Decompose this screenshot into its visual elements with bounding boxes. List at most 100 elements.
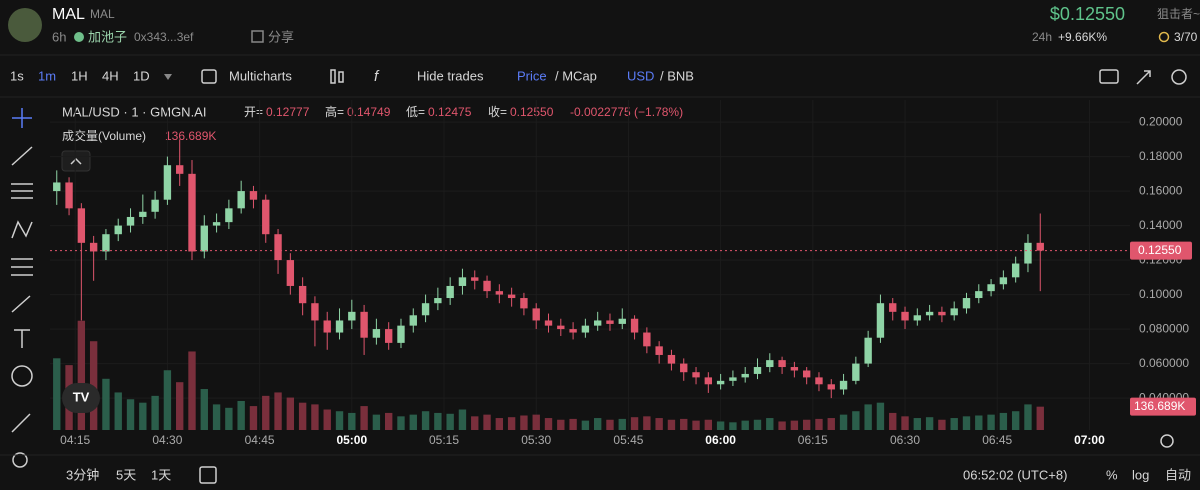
volume-bar [274, 392, 282, 430]
interval[interactable]: 1m [38, 68, 56, 83]
volume-label: 成交量(Volume) [62, 128, 146, 143]
projection[interactable] [11, 258, 33, 276]
candle-body [360, 311, 368, 338]
volume-bar [864, 404, 872, 430]
price-toggle[interactable]: Price [517, 68, 547, 83]
camera[interactable] [1099, 69, 1119, 84]
multicharts-icon [201, 69, 217, 84]
volume-bar [680, 418, 688, 430]
candle-body [372, 329, 381, 338]
address[interactable]: 0x343...3ef [134, 30, 194, 44]
candle-body [397, 325, 405, 343]
settings[interactable] [1171, 69, 1187, 85]
volume-bar [630, 417, 639, 430]
candle-body [348, 311, 356, 321]
zoom[interactable] [12, 452, 28, 468]
legend-low: 0.12475 [428, 105, 472, 119]
candle-body [975, 291, 983, 299]
volume-bar [827, 418, 835, 430]
bnb-toggle[interactable]: / BNB [660, 68, 694, 83]
multicharts[interactable]: Multicharts [229, 68, 292, 83]
y-tick-label: 0.18000 [1139, 149, 1183, 163]
percent[interactable]: % [1106, 467, 1118, 482]
candle-body [889, 303, 897, 312]
mcap-toggle[interactable]: / MCap [555, 68, 597, 83]
legend-close: 0.12550 [510, 105, 554, 119]
volume-bar [950, 418, 958, 430]
share[interactable]: 分享 [268, 29, 294, 44]
log[interactable]: log [1132, 467, 1149, 482]
range[interactable]: 1天 [151, 467, 171, 482]
candle-body [729, 377, 737, 381]
brush[interactable] [11, 295, 31, 313]
candle-body [102, 234, 110, 252]
snipers-label[interactable]: 狙击者~ [1157, 7, 1200, 21]
volume-bar [802, 419, 811, 430]
candle-body [618, 318, 626, 324]
volume-tag-label: 136.689K [1134, 399, 1185, 413]
candle-body [323, 320, 331, 333]
volume-tag [1130, 397, 1196, 416]
candle-body [274, 234, 282, 261]
candle-body [692, 372, 700, 378]
price-tag-label: 0.12550 [1138, 243, 1182, 257]
emoji[interactable] [11, 365, 33, 387]
x-tick-label: 06:15 [798, 433, 828, 447]
fib[interactable] [11, 183, 33, 199]
candle-body [753, 367, 762, 374]
candle-body [938, 311, 946, 316]
interval[interactable]: 4H [102, 68, 119, 83]
interval[interactable]: 1s [10, 68, 24, 83]
candle-body [532, 308, 540, 321]
candle-body [999, 277, 1008, 285]
age: 6h [52, 29, 66, 44]
range[interactable]: 3分钟 [66, 467, 99, 482]
date-range[interactable] [199, 466, 217, 484]
candle-body [815, 377, 823, 385]
candle-body [458, 277, 467, 286]
volume-bar [999, 412, 1008, 430]
symbol: MAL [52, 6, 85, 23]
range[interactable]: 5天 [116, 467, 136, 482]
usd-toggle[interactable]: USD [627, 68, 654, 83]
interval[interactable]: 1D [133, 68, 150, 83]
hide-trades[interactable]: Hide trades [417, 68, 484, 83]
share-icon [251, 30, 264, 43]
volume-bar [323, 409, 331, 430]
candle-body [77, 208, 86, 243]
expand[interactable] [1136, 70, 1151, 85]
indicators[interactable]: f [374, 68, 380, 85]
x-tick-label: 04:45 [245, 433, 275, 447]
auto[interactable]: 自动 [1165, 467, 1191, 482]
volume-bar [507, 417, 516, 430]
volume-bar [335, 411, 344, 430]
axis-settings[interactable] [1160, 434, 1174, 448]
candle-body [409, 315, 417, 326]
tv-logo-text: TV [73, 389, 90, 404]
ruler[interactable] [11, 413, 31, 433]
candle-body [876, 303, 885, 338]
candle-body [741, 373, 749, 378]
text-tool[interactable] [14, 329, 30, 348]
clock: 06:52:02 (UTC+8) [963, 467, 1067, 482]
pattern[interactable] [11, 220, 33, 239]
interval[interactable]: 1H [71, 68, 88, 83]
candle-body [643, 332, 651, 347]
volume-bar [520, 415, 528, 430]
collapse[interactable] [61, 150, 91, 172]
candle-body [311, 303, 319, 321]
volume-bar [716, 421, 725, 430]
volume-bar [938, 419, 946, 430]
candle-body [913, 315, 922, 321]
candle-icon[interactable] [330, 69, 336, 84]
pool: 加池子 [88, 29, 127, 44]
volume-bar [962, 416, 971, 430]
volume-bar [286, 397, 295, 430]
x-tick-label: 06:30 [890, 433, 920, 447]
dropdown[interactable] [164, 74, 172, 80]
volume-bar [397, 416, 405, 430]
trend-line[interactable] [11, 146, 33, 166]
volume-bar [581, 420, 590, 430]
crosshair[interactable] [12, 108, 32, 128]
